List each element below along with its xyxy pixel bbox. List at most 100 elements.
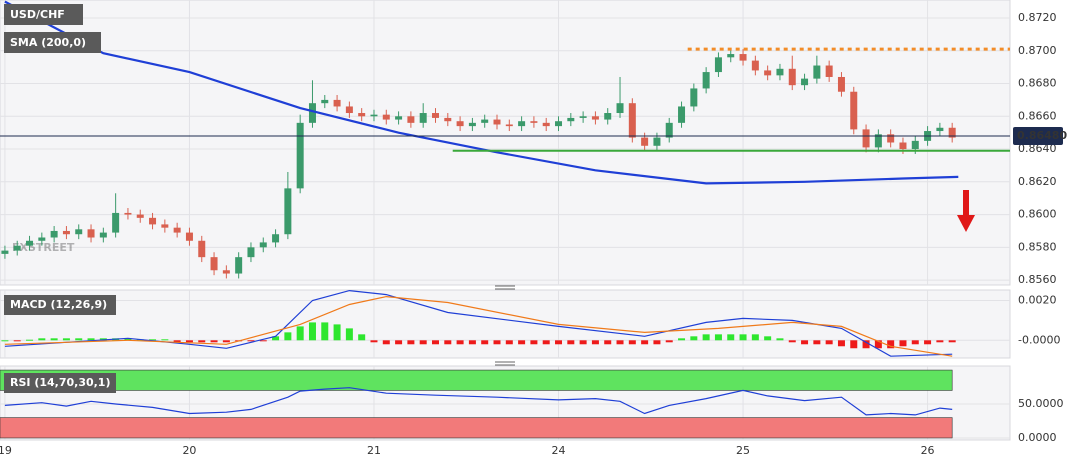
y-tick-label: 0.0020: [1018, 294, 1057, 307]
candle-body: [99, 232, 107, 238]
histogram-bar: [604, 340, 612, 345]
histogram-bar: [395, 340, 403, 345]
histogram-bar: [739, 334, 747, 341]
histogram-bar: [518, 340, 526, 345]
panels: 0.8560 0.8580 0.8600 0.8620 0.8640 0.8660 0.86…: [0, 0, 1064, 457]
histogram-bar: [50, 338, 58, 341]
histogram-bar: [358, 334, 366, 341]
rsi-title: RSI (14,70,30,1): [10, 376, 110, 389]
histogram-bar: [493, 340, 501, 345]
candle-body: [235, 257, 243, 274]
last-price-label: 0.86480: [1017, 129, 1067, 142]
histogram-bar: [665, 340, 673, 343]
histogram-bar: [173, 340, 181, 343]
histogram-bar: [850, 340, 858, 349]
candle-body: [936, 127, 944, 132]
candle-body: [222, 270, 230, 274]
candle-body: [579, 116, 587, 118]
histogram-bar: [284, 332, 292, 341]
arrow-head: [957, 215, 975, 232]
candle-body: [456, 121, 464, 127]
candle-body: [358, 113, 366, 117]
candle-body: [333, 99, 341, 107]
candle-body: [345, 106, 353, 114]
candle-body: [776, 68, 784, 76]
histogram-bar: [641, 340, 649, 345]
histogram-bar: [296, 326, 304, 341]
candle-body: [382, 114, 390, 120]
line: [4, 289, 953, 357]
x-tick-label: 26: [921, 444, 935, 457]
y-tick-label: 0.8640: [1018, 142, 1057, 155]
y-tick-label: 0.0000: [1018, 431, 1057, 444]
candle-body: [173, 227, 181, 233]
candle-body: [50, 230, 58, 238]
histogram-bar: [259, 340, 267, 342]
histogram-bar: [468, 340, 476, 345]
candle-body: [149, 217, 157, 225]
candle-body: [26, 240, 34, 246]
candle-body: [198, 240, 206, 258]
candle-body: [948, 127, 956, 138]
candle-body: [161, 224, 169, 228]
histogram-bar: [887, 340, 895, 349]
candle-body: [530, 121, 538, 123]
histogram-bar: [579, 340, 587, 345]
candle-body: [444, 117, 452, 122]
y-tick-label: 0.8700: [1018, 44, 1057, 57]
candle-body: [911, 140, 919, 150]
line: [4, 387, 953, 416]
plot-area: [0, 0, 1011, 286]
histogram-bar: [936, 340, 944, 343]
histogram-bar: [616, 340, 624, 345]
candle-body: [653, 137, 661, 146]
histogram-bar: [555, 340, 563, 345]
candle-body: [395, 116, 403, 120]
histogram-bar: [333, 324, 341, 341]
candle-body: [678, 106, 686, 123]
candle-body: [887, 134, 895, 143]
histogram-bar: [222, 340, 230, 343]
candle-body: [641, 137, 649, 146]
chart-title: USD/CHF: [10, 8, 65, 21]
y-tick-label: 0.8720: [1018, 11, 1057, 24]
candle-body: [567, 117, 575, 122]
histogram-bar: [653, 340, 661, 345]
y-tick-label: -0.0000: [1018, 333, 1060, 346]
histogram-bar: [26, 339, 34, 341]
histogram-bar: [13, 340, 21, 342]
macd-title-bg: [4, 295, 116, 315]
histogram-bar: [87, 338, 95, 341]
histogram-bar: [505, 340, 513, 345]
macd-title: MACD (12,26,9): [10, 298, 107, 311]
candle-body: [112, 212, 120, 233]
histogram-bar: [198, 340, 206, 343]
legend-entry: SMA (200,0): [10, 36, 86, 49]
splitters: [495, 285, 515, 366]
candle-body: [13, 245, 21, 251]
histogram-bar: [813, 340, 821, 345]
marks: FXSTREET 0.86480: [0, 0, 1067, 439]
histogram-bar: [948, 340, 956, 343]
histogram-bar: [678, 338, 686, 341]
candle-body: [862, 129, 870, 148]
histogram-bar: [75, 338, 83, 341]
arrow-shaft: [963, 190, 969, 216]
histogram-bar: [837, 340, 845, 347]
candle-body: [690, 88, 698, 107]
plot-area: [0, 289, 1011, 359]
histogram-bar: [727, 334, 735, 341]
title-bg: [4, 4, 83, 25]
histogram-bar: [628, 340, 636, 345]
candle-body: [124, 212, 132, 215]
candle-body: [751, 60, 759, 71]
candle-body: [272, 234, 280, 243]
x-tick-label: 20: [182, 444, 196, 457]
histogram-bar: [874, 340, 882, 349]
candle-body: [604, 113, 612, 120]
histogram-bar: [456, 340, 464, 345]
candle-body: [764, 70, 772, 76]
histogram-bar: [714, 334, 722, 341]
y-tick-label: 0.8620: [1018, 175, 1057, 188]
